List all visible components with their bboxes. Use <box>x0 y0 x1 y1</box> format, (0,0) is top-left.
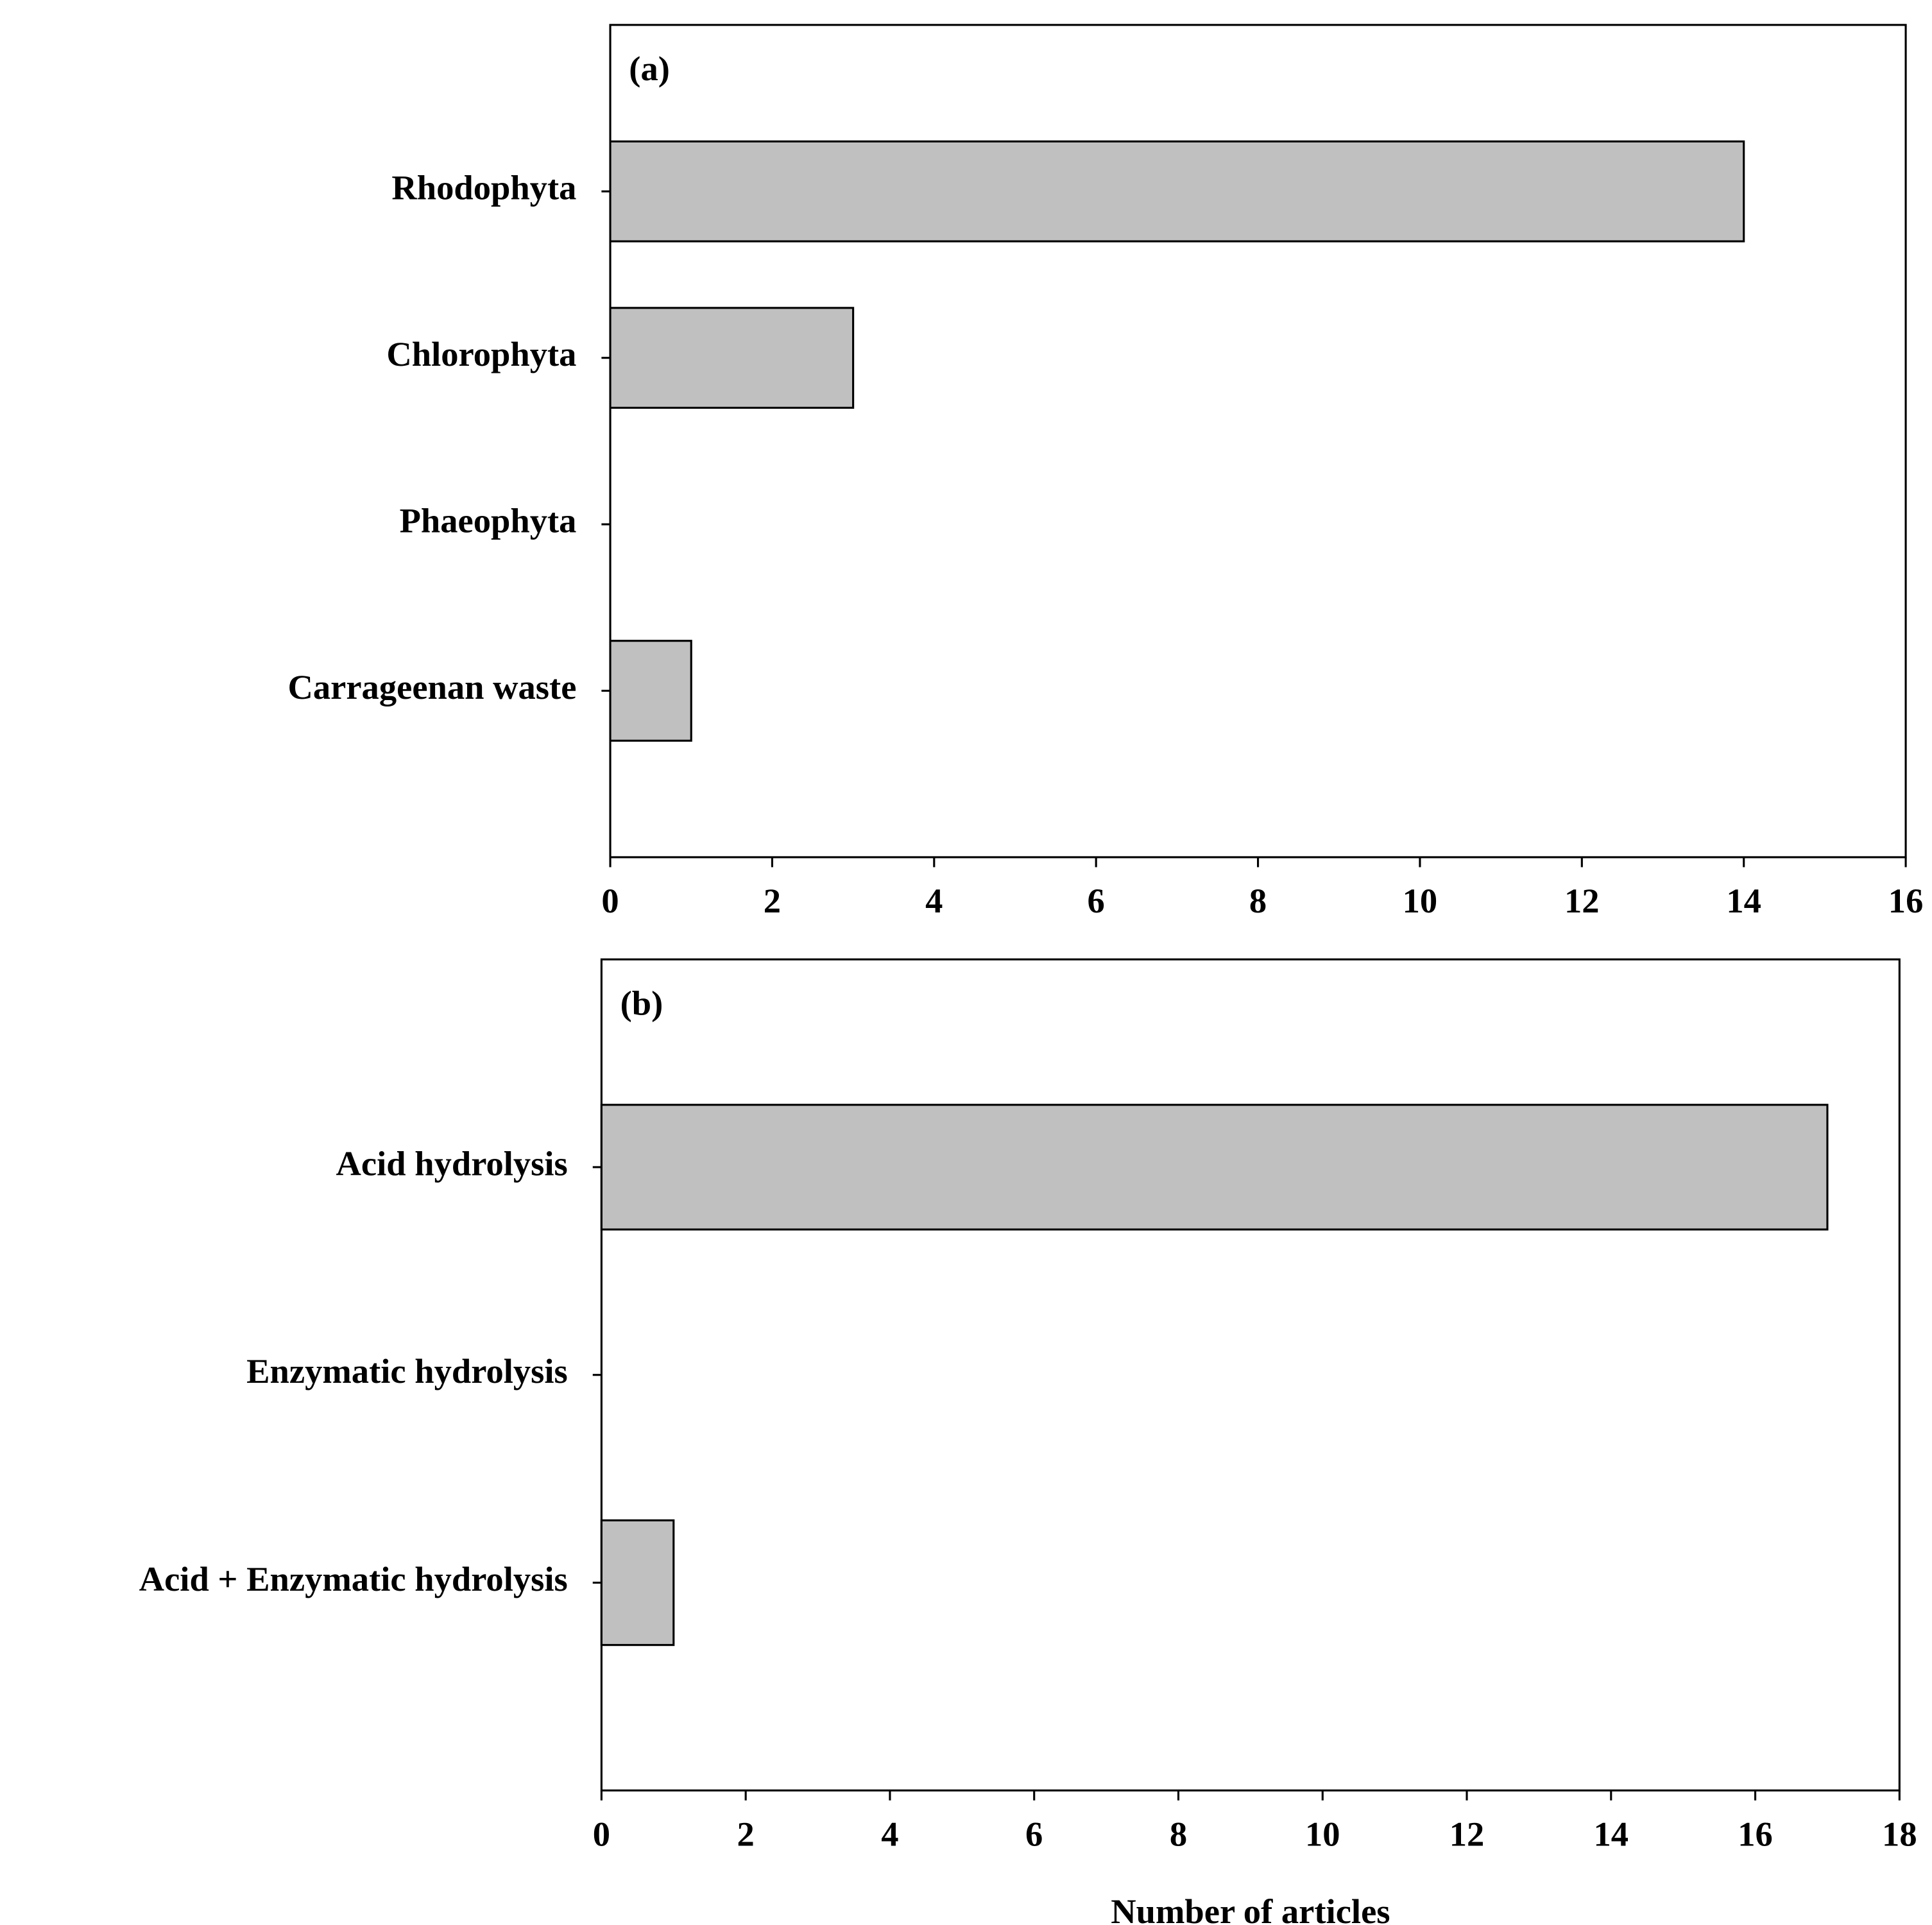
x-tick-label: 18 <box>1882 1815 1917 1854</box>
x-tick-label: 8 <box>1170 1815 1187 1854</box>
x-tick-label: 8 <box>1249 881 1267 920</box>
panel-label: (a) <box>629 49 670 88</box>
bar <box>609 307 855 409</box>
bar <box>609 140 1745 243</box>
x-tick-label: 10 <box>1305 1815 1340 1854</box>
bar <box>600 1104 1829 1231</box>
x-tick-label: 2 <box>764 881 781 920</box>
x-tick-label: 14 <box>1594 1815 1629 1854</box>
y-tick-label: Rhodophyta <box>391 168 576 207</box>
x-tick-label: 0 <box>593 1815 610 1854</box>
x-axis-title: Number of articles <box>1111 1892 1390 1925</box>
panel-label: (b) <box>620 983 663 1022</box>
y-tick-label: Phaeophyta <box>400 501 577 540</box>
x-tick-label: 12 <box>1449 1815 1485 1854</box>
x-tick-label: 14 <box>1726 881 1761 920</box>
x-tick-label: 16 <box>1888 881 1924 920</box>
x-tick-label: 16 <box>1738 1815 1773 1854</box>
y-tick-label: Acid hydrolysis <box>336 1143 568 1183</box>
x-tick-label: 2 <box>737 1815 755 1854</box>
x-tick-label: 6 <box>1025 1815 1043 1854</box>
x-tick-label: 4 <box>925 881 943 920</box>
x-tick-label: 12 <box>1564 881 1600 920</box>
bar <box>600 1519 675 1647</box>
bar <box>609 640 692 742</box>
x-tick-label: 10 <box>1403 881 1438 920</box>
y-tick-label: Enzymatic hydrolysis <box>246 1351 568 1390</box>
y-tick-label: Acid + Enzymatic hydrolysis <box>139 1559 568 1598</box>
y-tick-label: Chlorophyta <box>386 334 576 373</box>
x-tick-label: 6 <box>1088 881 1105 920</box>
plot-frame <box>600 958 1901 1792</box>
y-tick-label: Carrageenan waste <box>287 667 576 706</box>
x-tick-label: 0 <box>601 881 619 920</box>
x-tick-label: 4 <box>881 1815 898 1854</box>
